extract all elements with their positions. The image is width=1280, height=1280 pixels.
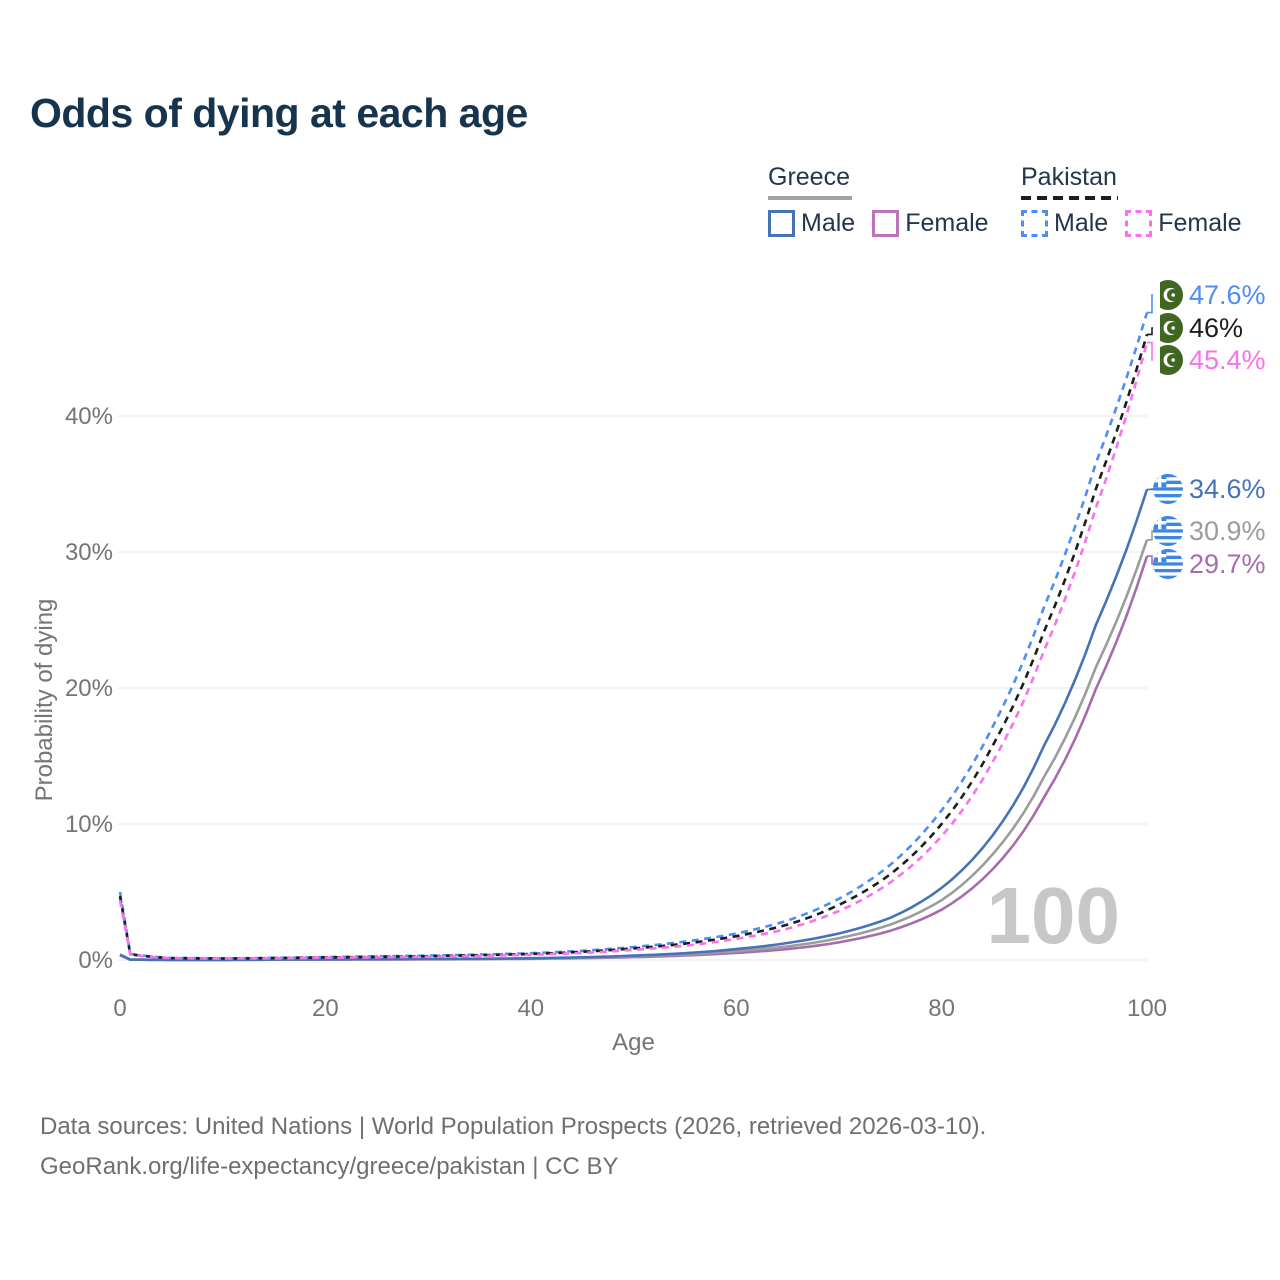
greece-combined-line-swatch bbox=[768, 196, 852, 200]
x-axis-title: Age bbox=[612, 1029, 655, 1056]
series-line-pakistan_all bbox=[118, 334, 1149, 960]
legend-item-greece-male[interactable]: Male bbox=[768, 209, 855, 238]
x-tick-20: 20 bbox=[312, 995, 339, 1022]
legend-greece-male-label: Male bbox=[801, 209, 856, 237]
pakistan-female-swatch-icon bbox=[1125, 210, 1153, 237]
end-label-pakistan_all: 46% bbox=[1153, 313, 1243, 343]
end-label-greece_female: 29.7% bbox=[1153, 549, 1266, 579]
y-tick-40%: 40% bbox=[65, 403, 113, 430]
x-tick-0: 0 bbox=[113, 995, 126, 1022]
greece-male-swatch-icon bbox=[768, 210, 795, 237]
x-tick-60: 60 bbox=[723, 995, 750, 1022]
footer-link-line[interactable]: GeoRank.org/life-expectancy/greece/pakis… bbox=[40, 1153, 619, 1180]
legend-country-greece[interactable]: Greece bbox=[768, 163, 989, 200]
legend-pakistan-label: Pakistan bbox=[1021, 163, 1117, 191]
end-value-pakistan_female: 45.4% bbox=[1189, 344, 1266, 375]
x-tick-40: 40 bbox=[517, 995, 544, 1022]
pakistan-flag-icon bbox=[1153, 280, 1183, 310]
legend-greece-female-label: Female bbox=[905, 209, 989, 237]
x-tick-100: 100 bbox=[1127, 995, 1167, 1022]
end-value-greece_all: 30.9% bbox=[1189, 515, 1266, 546]
legend-group-greece: Greece Male Female bbox=[768, 163, 989, 238]
greece-flag-icon bbox=[1153, 474, 1183, 504]
legend-pakistan-female-label: Female bbox=[1158, 209, 1242, 237]
age-watermark: 100 bbox=[987, 871, 1120, 960]
legend-group-pakistan: Pakistan Male Female bbox=[1021, 163, 1242, 238]
legend-item-pakistan-female[interactable]: Female bbox=[1125, 209, 1242, 238]
footer-source-line: Data sources: United Nations | World Pop… bbox=[40, 1113, 987, 1140]
legend-pakistan-male-label: Male bbox=[1054, 209, 1109, 237]
greece-flag-icon bbox=[1153, 549, 1183, 579]
end-label-pakistan_male: 47.6% bbox=[1153, 280, 1266, 310]
legend-item-pakistan-male[interactable]: Male bbox=[1021, 209, 1108, 238]
greece-female-swatch-icon bbox=[872, 210, 900, 237]
y-tick-20%: 20% bbox=[65, 675, 113, 702]
end-label-pakistan_female: 45.4% bbox=[1153, 345, 1266, 375]
legend-item-greece-female[interactable]: Female bbox=[872, 209, 989, 238]
y-tick-10%: 10% bbox=[65, 811, 113, 838]
end-value-greece_male: 34.6% bbox=[1189, 473, 1266, 504]
footer: Data sources: United Nations | World Pop… bbox=[40, 1107, 986, 1187]
pakistan-combined-line-swatch bbox=[1021, 196, 1118, 200]
end-value-greece_female: 29.7% bbox=[1189, 548, 1266, 579]
pakistan-flag-icon bbox=[1153, 313, 1183, 343]
series-line-pakistan_male bbox=[118, 312, 1149, 960]
legend-country-pakistan[interactable]: Pakistan bbox=[1021, 163, 1242, 200]
end-label-greece_all: 30.9% bbox=[1153, 516, 1266, 546]
y-tick-0%: 0% bbox=[78, 947, 113, 974]
pakistan-male-swatch-icon bbox=[1021, 210, 1048, 237]
end-label-greece_male: 34.6% bbox=[1153, 474, 1266, 504]
y-axis-title: Probability of dying bbox=[31, 599, 58, 802]
legend-greece-label: Greece bbox=[768, 163, 850, 191]
x-tick-80: 80 bbox=[928, 995, 955, 1022]
greece-flag-icon bbox=[1153, 516, 1183, 546]
series-line-pakistan_female bbox=[118, 342, 1149, 960]
y-tick-30%: 30% bbox=[65, 539, 113, 566]
end-value-pakistan_male: 47.6% bbox=[1189, 279, 1266, 310]
pakistan-flag-icon bbox=[1153, 345, 1183, 375]
end-value-pakistan_all: 46% bbox=[1189, 312, 1244, 343]
chart-title: Odds of dying at each age bbox=[30, 90, 528, 136]
